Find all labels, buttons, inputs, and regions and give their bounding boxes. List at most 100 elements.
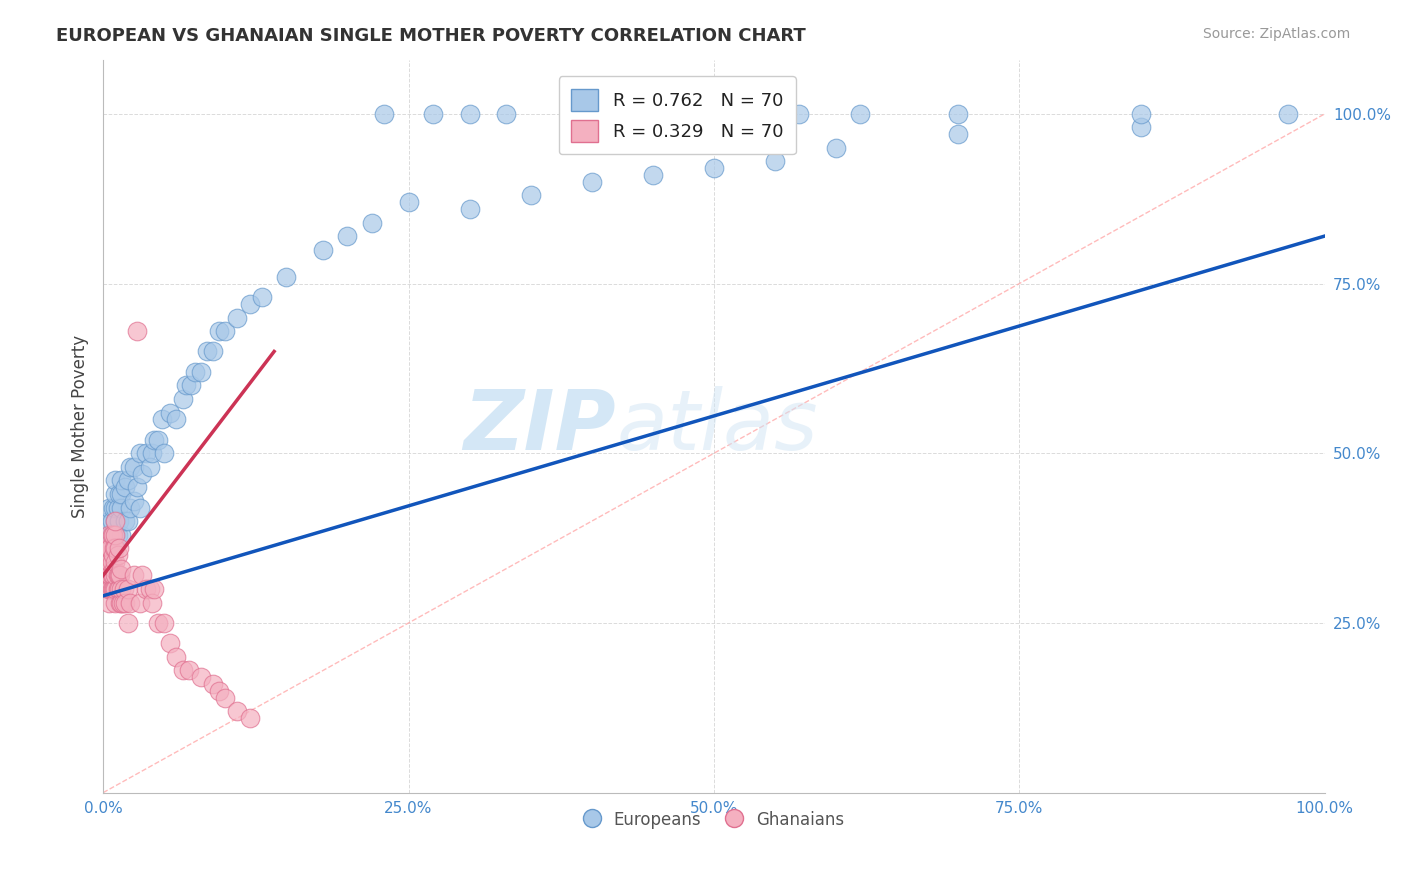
Point xyxy=(98,555,121,569)
Point xyxy=(214,324,236,338)
Point xyxy=(641,168,664,182)
Point xyxy=(180,378,202,392)
Text: EUROPEAN VS GHANAIAN SINGLE MOTHER POVERTY CORRELATION CHART: EUROPEAN VS GHANAIAN SINGLE MOTHER POVER… xyxy=(56,27,806,45)
Point xyxy=(100,555,122,569)
Point xyxy=(100,582,122,596)
Point xyxy=(97,582,120,596)
Point xyxy=(581,175,603,189)
Point xyxy=(398,195,420,210)
Point xyxy=(110,596,132,610)
Point xyxy=(104,541,127,556)
Point xyxy=(165,412,187,426)
Point xyxy=(98,534,121,549)
Point xyxy=(100,582,122,596)
Point xyxy=(143,433,166,447)
Point xyxy=(110,487,132,501)
Point xyxy=(581,107,603,121)
Point xyxy=(948,107,970,121)
Point xyxy=(108,582,131,596)
Text: ZIP: ZIP xyxy=(464,385,616,467)
Point xyxy=(98,527,121,541)
Point xyxy=(104,527,127,541)
Point xyxy=(110,568,132,582)
Legend: Europeans, Ghanaians: Europeans, Ghanaians xyxy=(576,805,851,836)
Point xyxy=(135,582,157,596)
Point xyxy=(117,582,139,596)
Point xyxy=(519,188,541,202)
Point xyxy=(276,269,298,284)
Point xyxy=(360,215,382,229)
Point xyxy=(104,514,127,528)
Point xyxy=(128,596,150,610)
Point xyxy=(122,568,145,582)
Point xyxy=(104,514,127,528)
Point xyxy=(214,690,236,705)
Point xyxy=(118,459,141,474)
Point xyxy=(1130,120,1153,135)
Point xyxy=(190,670,212,684)
Point xyxy=(110,582,132,596)
Point xyxy=(100,568,122,582)
Point xyxy=(110,474,132,488)
Point xyxy=(104,596,127,610)
Point xyxy=(495,107,517,121)
Point xyxy=(177,664,200,678)
Point xyxy=(104,527,127,541)
Point xyxy=(100,527,122,541)
Point xyxy=(159,636,181,650)
Point xyxy=(138,582,160,596)
Text: atlas: atlas xyxy=(616,385,818,467)
Point xyxy=(104,474,127,488)
Point xyxy=(104,568,127,582)
Point xyxy=(312,243,335,257)
Point xyxy=(101,534,124,549)
Point xyxy=(96,548,118,562)
Point xyxy=(146,615,169,630)
Point xyxy=(98,582,121,596)
Point xyxy=(336,229,359,244)
Point xyxy=(1130,107,1153,121)
Point xyxy=(104,582,127,596)
Point xyxy=(110,562,132,576)
Point xyxy=(98,596,121,610)
Point xyxy=(104,500,127,515)
Point xyxy=(97,541,120,556)
Point xyxy=(100,514,122,528)
Text: Source: ZipAtlas.com: Source: ZipAtlas.com xyxy=(1202,27,1350,41)
Point xyxy=(165,649,187,664)
Point xyxy=(96,568,118,582)
Point xyxy=(114,596,136,610)
Point xyxy=(122,493,145,508)
Point xyxy=(153,446,176,460)
Point xyxy=(128,500,150,515)
Point xyxy=(104,541,127,556)
Point xyxy=(118,596,141,610)
Point xyxy=(110,527,132,541)
Point xyxy=(172,392,194,406)
Point xyxy=(202,677,225,691)
Point xyxy=(948,128,970,142)
Point xyxy=(150,412,173,426)
Point xyxy=(117,474,139,488)
Point xyxy=(190,365,212,379)
Point xyxy=(100,555,122,569)
Y-axis label: Single Mother Poverty: Single Mother Poverty xyxy=(72,334,89,517)
Point xyxy=(202,344,225,359)
Point xyxy=(127,324,149,338)
Point xyxy=(98,541,121,556)
Point xyxy=(141,446,163,460)
Point xyxy=(103,562,125,576)
Point xyxy=(1277,107,1299,121)
Point xyxy=(101,548,124,562)
Point xyxy=(763,154,786,169)
Point xyxy=(208,324,231,338)
Point xyxy=(114,480,136,494)
Point xyxy=(108,568,131,582)
Point xyxy=(108,487,131,501)
Point xyxy=(98,500,121,515)
Point xyxy=(101,582,124,596)
Point xyxy=(422,107,444,121)
Point xyxy=(103,582,125,596)
Point xyxy=(226,310,249,325)
Point xyxy=(111,596,134,610)
